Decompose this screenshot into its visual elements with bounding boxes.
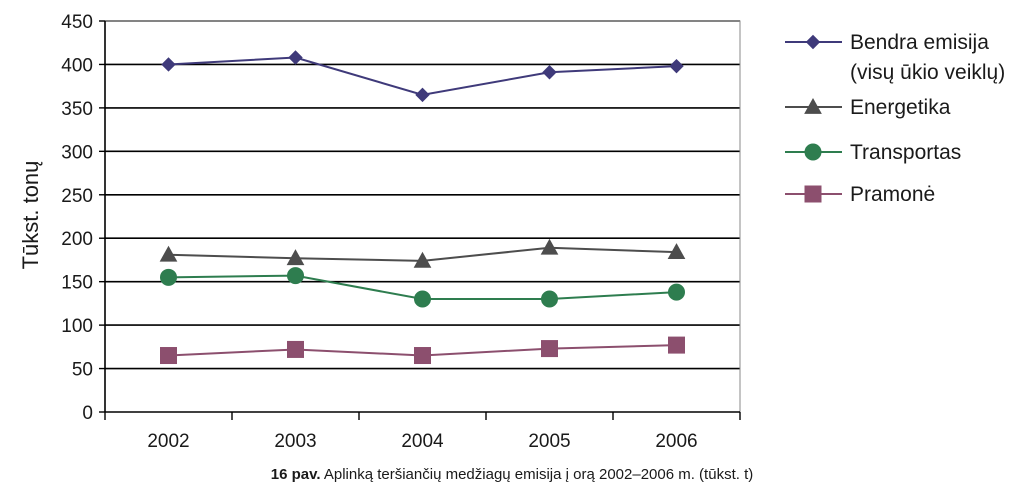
series-2 (159, 238, 686, 268)
data-point (414, 347, 431, 365)
legend-entry: Transportas (785, 141, 961, 164)
y-tick-label: 300 (61, 142, 93, 163)
legend-entry: Energetika (785, 96, 951, 119)
data-point (541, 290, 558, 308)
data-point (287, 267, 304, 285)
series-1 (161, 50, 684, 103)
data-point (414, 290, 431, 308)
caption-text: Aplinką teršiančių medžiagų emisija į or… (320, 466, 754, 483)
y-tick-label: 100 (61, 316, 93, 337)
legend: Bendra emisija (visų ūkio veiklų) Energeti… (785, 31, 1005, 206)
legend-label: Transportas (850, 141, 961, 164)
y-tick-label: 150 (61, 273, 93, 294)
y-tick-label: 450 (61, 12, 93, 33)
y-tick-label: 0 (82, 403, 93, 424)
caption-label: 16 pav. (270, 466, 321, 483)
y-tick-labels: 0 50 100 150 200 250 300 350 400 450 (61, 12, 93, 424)
legend-label: Pramonė (850, 183, 935, 206)
data-point (286, 249, 305, 266)
legend-entry: Pramonė (785, 183, 935, 206)
legend-label: Energetika (850, 96, 951, 119)
x-tick-label: 2003 (274, 431, 316, 452)
legend-marker (804, 97, 822, 114)
legend-label: Bendra emisija (850, 31, 989, 54)
x-tick-label: 2002 (147, 431, 189, 452)
series-group (159, 50, 686, 365)
data-point (160, 268, 177, 286)
legend-marker (804, 185, 822, 203)
data-point (287, 340, 304, 358)
series-3 (160, 267, 685, 308)
data-point (669, 58, 684, 74)
x-tick-label: 2005 (528, 431, 570, 452)
y-tick-label: 200 (61, 229, 93, 250)
grid-lines (105, 20, 740, 370)
axes (99, 20, 741, 420)
data-point (541, 340, 558, 358)
data-point (415, 87, 430, 103)
data-point (413, 251, 432, 268)
data-point (668, 336, 685, 354)
series-4 (160, 336, 685, 365)
x-tick-labels: 2002 2003 2004 2005 2006 (147, 431, 697, 452)
figure-caption: 16 pav. Aplinką teršiančių medžiagų emis… (0, 466, 1024, 483)
data-point (667, 243, 686, 260)
data-point (288, 50, 303, 65)
data-point (542, 65, 557, 80)
data-point (668, 283, 685, 301)
y-tick-label: 250 (61, 186, 93, 207)
y-tick-label: 350 (61, 99, 93, 120)
legend-marker (805, 34, 821, 50)
x-tick-label: 2004 (401, 431, 444, 452)
y-tick-label: 400 (61, 55, 93, 76)
x-tick-label: 2006 (655, 431, 697, 452)
legend-entry: Bendra emisija (visų ūkio veiklų) (785, 31, 1005, 84)
data-point (540, 238, 559, 255)
legend-marker (804, 143, 822, 161)
data-point (160, 347, 177, 365)
data-point (159, 245, 178, 262)
y-axis-label: Tūkst. tonų (18, 161, 43, 270)
data-point (161, 57, 176, 72)
legend-label-line2: (visų ūkio veiklų) (850, 61, 1005, 84)
y-tick-label: 50 (72, 360, 93, 381)
